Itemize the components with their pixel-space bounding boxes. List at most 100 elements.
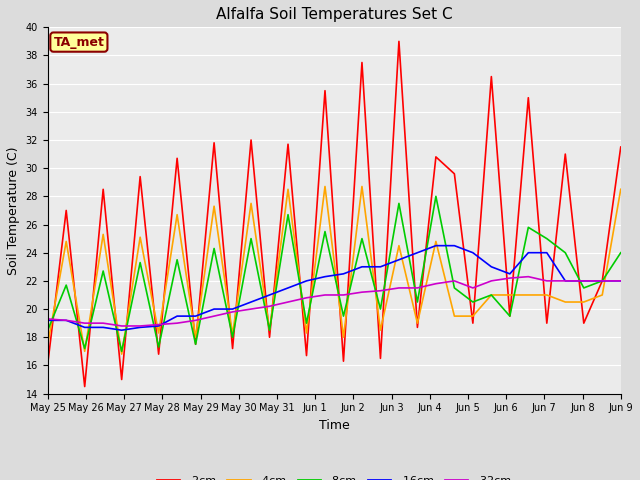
-2cm	[62, 207, 70, 213]
-2cm	[118, 377, 125, 383]
-32cm	[266, 303, 273, 309]
-8cm	[192, 341, 200, 347]
-2cm	[266, 335, 273, 340]
-2cm	[136, 174, 144, 180]
-32cm	[525, 274, 532, 279]
Line: -2cm: -2cm	[48, 41, 621, 386]
-8cm	[136, 260, 144, 265]
-2cm	[340, 358, 348, 364]
-8cm	[44, 327, 52, 333]
-16cm	[358, 264, 366, 270]
-16cm	[469, 250, 477, 255]
Legend: -2cm, -4cm, -8cm, -16cm, -32cm: -2cm, -4cm, -8cm, -16cm, -32cm	[152, 472, 516, 480]
-16cm	[99, 324, 107, 330]
-32cm	[561, 278, 569, 284]
Title: Alfalfa Soil Temperatures Set C: Alfalfa Soil Temperatures Set C	[216, 7, 452, 22]
-8cm	[506, 313, 514, 319]
-16cm	[340, 271, 348, 277]
-2cm	[376, 356, 384, 361]
-4cm	[62, 239, 70, 244]
-2cm	[451, 171, 458, 177]
-2cm	[432, 154, 440, 160]
-32cm	[192, 317, 200, 323]
-8cm	[81, 346, 88, 351]
-32cm	[340, 292, 348, 298]
Line: -32cm: -32cm	[48, 276, 621, 326]
-4cm	[321, 184, 329, 190]
-16cm	[395, 257, 403, 263]
-2cm	[561, 151, 569, 157]
-2cm	[192, 341, 200, 347]
-4cm	[580, 299, 588, 305]
-2cm	[543, 320, 550, 326]
-16cm	[228, 306, 236, 312]
-4cm	[173, 212, 181, 217]
-32cm	[580, 278, 588, 284]
-4cm	[469, 313, 477, 319]
-2cm	[155, 351, 163, 357]
-8cm	[580, 285, 588, 291]
-8cm	[284, 212, 292, 217]
-8cm	[469, 299, 477, 305]
-4cm	[376, 327, 384, 333]
X-axis label: Time: Time	[319, 419, 349, 432]
-16cm	[192, 313, 200, 319]
-32cm	[211, 313, 218, 319]
-2cm	[469, 320, 477, 326]
-4cm	[118, 351, 125, 357]
-4cm	[228, 332, 236, 337]
-2cm	[81, 384, 88, 389]
-32cm	[358, 289, 366, 295]
-2cm	[358, 60, 366, 65]
-2cm	[413, 324, 421, 330]
-4cm	[44, 341, 52, 347]
-16cm	[432, 243, 440, 249]
-4cm	[451, 313, 458, 319]
-2cm	[247, 137, 255, 143]
-32cm	[617, 278, 625, 284]
-32cm	[118, 323, 125, 329]
-8cm	[395, 201, 403, 206]
-16cm	[44, 317, 52, 323]
-32cm	[62, 317, 70, 323]
-8cm	[451, 285, 458, 291]
-32cm	[81, 320, 88, 326]
-2cm	[173, 156, 181, 161]
-2cm	[488, 74, 495, 80]
-2cm	[395, 38, 403, 44]
-4cm	[543, 292, 550, 298]
-8cm	[118, 348, 125, 354]
-4cm	[506, 292, 514, 298]
-32cm	[136, 323, 144, 329]
-16cm	[284, 285, 292, 291]
-4cm	[266, 327, 273, 333]
-32cm	[247, 306, 255, 312]
-8cm	[303, 320, 310, 326]
-32cm	[155, 322, 163, 327]
-32cm	[451, 278, 458, 284]
-4cm	[211, 204, 218, 209]
-8cm	[488, 292, 495, 298]
-32cm	[321, 292, 329, 298]
-8cm	[617, 250, 625, 255]
-32cm	[173, 320, 181, 326]
-2cm	[525, 95, 532, 101]
-8cm	[525, 225, 532, 230]
-8cm	[211, 246, 218, 252]
-4cm	[395, 243, 403, 249]
-16cm	[598, 278, 606, 284]
-2cm	[580, 320, 588, 326]
-32cm	[488, 278, 495, 284]
-8cm	[543, 236, 550, 241]
-32cm	[413, 285, 421, 291]
-8cm	[247, 236, 255, 241]
-2cm	[211, 140, 218, 146]
-4cm	[81, 348, 88, 354]
-32cm	[598, 278, 606, 284]
-2cm	[44, 361, 52, 367]
-8cm	[358, 236, 366, 241]
-4cm	[155, 330, 163, 336]
-16cm	[62, 317, 70, 323]
-32cm	[506, 275, 514, 281]
-4cm	[525, 292, 532, 298]
